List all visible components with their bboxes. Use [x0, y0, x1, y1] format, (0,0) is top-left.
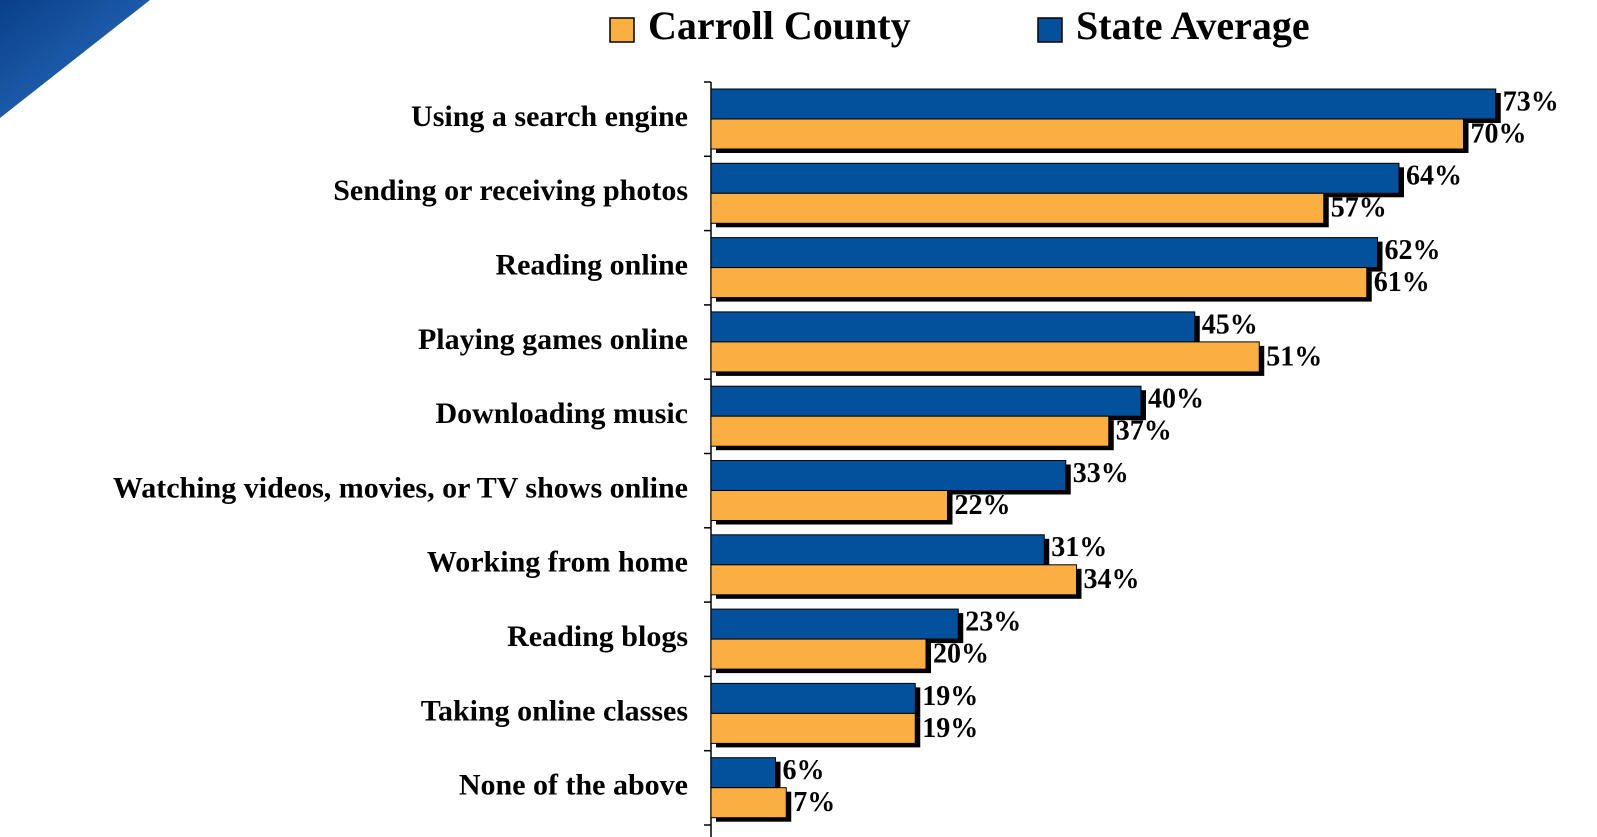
legend: Carroll County State Average — [609, 3, 1310, 48]
category-label: Working from home — [427, 546, 688, 579]
category-label: Using a search engine — [411, 100, 688, 133]
bar — [710, 534, 1045, 566]
value-label: 64% — [1406, 161, 1462, 192]
bar — [710, 638, 927, 670]
bar — [710, 162, 1400, 194]
value-label: 70% — [1471, 118, 1527, 149]
category-label: Reading online — [495, 248, 688, 281]
bar — [710, 682, 916, 714]
value-label: 37% — [1116, 416, 1172, 447]
bar — [710, 385, 1142, 417]
bar — [710, 564, 1077, 596]
bar — [710, 118, 1464, 150]
value-label: 34% — [1084, 564, 1140, 595]
bar — [710, 192, 1325, 224]
category-label: Downloading music — [435, 397, 688, 430]
category-label: Taking online classes — [421, 694, 688, 727]
bar — [710, 712, 916, 744]
value-label: 51% — [1266, 341, 1322, 372]
bar — [710, 490, 948, 521]
category-label: Reading blogs — [507, 620, 688, 653]
value-label: 62% — [1385, 235, 1441, 266]
category-label: Sending or receiving photos — [333, 174, 688, 207]
category-label: None of the above — [459, 769, 688, 802]
value-label: 6% — [783, 755, 825, 786]
corner-decoration — [0, 0, 150, 118]
value-label: 40% — [1148, 384, 1204, 415]
bar — [710, 267, 1368, 299]
bar — [710, 88, 1497, 120]
bar — [710, 415, 1110, 447]
bar — [710, 608, 959, 640]
value-label: 19% — [922, 713, 978, 744]
value-label: 7% — [793, 787, 835, 818]
legend-swatch — [1037, 17, 1063, 43]
bar — [710, 237, 1378, 269]
value-label: 73% — [1503, 86, 1559, 117]
value-label: 45% — [1202, 309, 1258, 340]
legend-label: State Average — [1076, 3, 1310, 48]
value-label: 19% — [922, 681, 978, 712]
legend-swatch — [609, 17, 635, 43]
category-label: Playing games online — [418, 323, 688, 356]
legend-label: Carroll County — [648, 3, 911, 48]
bar — [710, 757, 776, 789]
value-label: 31% — [1051, 532, 1107, 563]
bar — [710, 460, 1067, 491]
value-label: 33% — [1073, 458, 1129, 489]
bar — [710, 341, 1260, 373]
value-label: 61% — [1374, 267, 1430, 298]
category-label: Watching videos, movies, or TV shows onl… — [113, 471, 688, 504]
value-label: 20% — [933, 639, 989, 670]
value-label: 57% — [1331, 193, 1387, 224]
value-label: 23% — [965, 607, 1021, 638]
value-label: 22% — [955, 490, 1011, 521]
bar — [710, 787, 787, 819]
bar — [710, 311, 1196, 343]
